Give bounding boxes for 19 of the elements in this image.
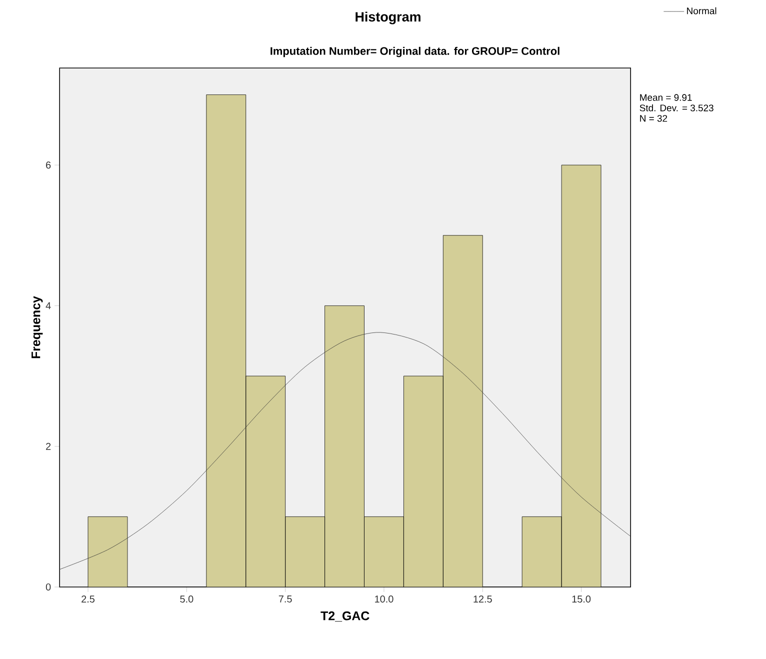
text: Std. Dev. = 3.523 [640, 104, 714, 112]
chart-subtitle: Imputation Number= Original data. for GROUP= Control [270, 46, 560, 58]
y-tick-label: 4 [46, 302, 51, 310]
x-tick-label: 2.5 [82, 596, 95, 603]
x-axis-title: T2_GAC [320, 611, 370, 622]
y-axis-title: Frequency [32, 296, 43, 358]
x-tick-label: 7.5 [278, 596, 292, 602]
y-tick-label: 0 [46, 583, 51, 591]
y-tick-label: 2 [46, 442, 51, 450]
x-tick-label: 10.0 [375, 596, 394, 603]
text: N = 32 [640, 115, 668, 122]
x-tick-label: 5.0 [180, 596, 194, 603]
legend-label: Normal [687, 7, 716, 14]
y-tick-label: 6 [46, 162, 51, 169]
x-tick-label: 12.5 [474, 596, 492, 603]
line-series [60, 332, 631, 570]
text: Mean = 9.91 [640, 94, 692, 101]
x-tick-label: 15.0 [572, 596, 591, 603]
chart-title: Histogram [356, 12, 420, 24]
